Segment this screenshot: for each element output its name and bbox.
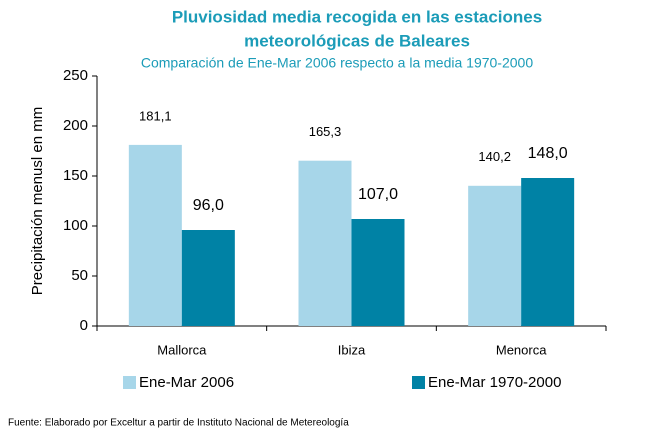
y-tick-label: 150	[63, 167, 88, 184]
value-label: 96,0	[193, 197, 224, 214]
x-tick-label: Mallorca	[157, 342, 207, 357]
y-tick-label: 200	[63, 117, 88, 134]
value-label: 181,1	[139, 108, 172, 123]
source-note: Fuente: Elaborado por Exceltur a partir …	[8, 418, 349, 429]
legend-label: Ene-Mar 2006	[139, 374, 234, 391]
legend-swatch	[123, 376, 136, 389]
chart-title: Pluviosidad media recogida en las estaci…	[172, 7, 542, 26]
bar	[128, 144, 182, 326]
y-tick-label: 250	[63, 67, 88, 84]
legend-swatch	[412, 376, 425, 389]
x-tick-label: Ibiza	[338, 342, 366, 357]
value-label: 140,2	[478, 149, 511, 164]
value-label: 107,0	[358, 186, 398, 203]
y-tick-label: 100	[63, 217, 88, 234]
bar	[468, 185, 522, 326]
bar	[181, 230, 235, 326]
bar	[521, 178, 575, 326]
value-label: 165,3	[309, 124, 342, 139]
chart-title: meteorológicas de Baleares	[244, 31, 470, 50]
y-tick-label: 0	[80, 317, 88, 334]
legend-label: Ene-Mar 1970-2000	[428, 374, 561, 391]
value-label: 148,0	[528, 145, 568, 162]
y-axis-label: Precipitación menusl en mm	[29, 107, 46, 295]
bar	[351, 219, 405, 326]
y-tick-label: 50	[71, 267, 88, 284]
x-tick-label: Menorca	[496, 342, 547, 357]
chart-subtitle: Comparación de Ene-Mar 2006 respecto a l…	[141, 55, 533, 71]
bar	[298, 160, 352, 326]
